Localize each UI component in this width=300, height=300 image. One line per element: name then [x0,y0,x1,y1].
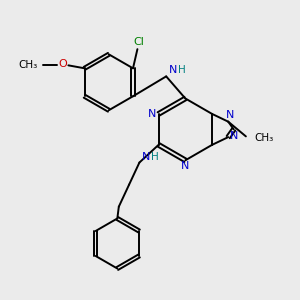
Text: CH₃: CH₃ [18,60,38,70]
Text: N: N [230,130,238,141]
Text: N: N [181,160,190,171]
Text: H: H [178,65,185,75]
Text: O: O [59,59,68,69]
Text: N: N [226,110,234,120]
Text: CH₃: CH₃ [255,133,274,143]
Text: H: H [151,152,159,162]
Text: N: N [142,152,150,162]
Text: Cl: Cl [134,37,144,47]
Text: N: N [169,65,177,75]
Text: N: N [148,109,156,119]
